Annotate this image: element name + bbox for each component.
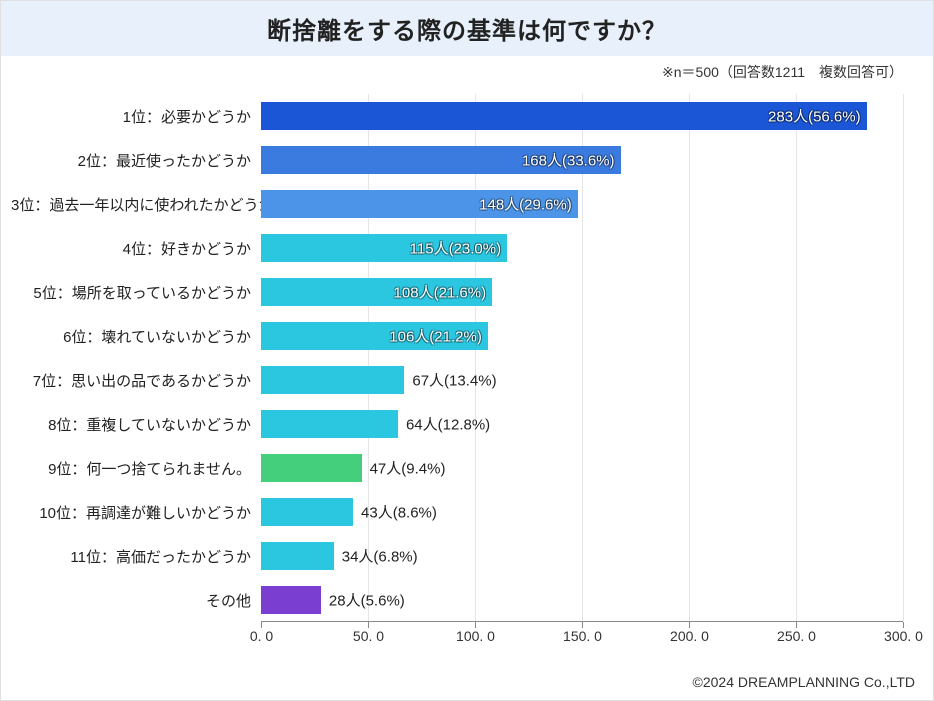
bar-category-label: 1位：必要かどうか <box>11 106 261 127</box>
bar-category-label: 2位：最近使ったかどうか <box>11 150 261 171</box>
bar: 67人(13.4%) <box>261 366 404 394</box>
bar-category-label: その他 <box>11 590 261 611</box>
chart-title: 断捨離をする際の基準は何ですか？ <box>1 11 933 46</box>
bar-category-label: 10位：再調達が難しいかどうか <box>11 502 261 523</box>
x-tick-label: 0. 0 <box>250 628 273 644</box>
x-tick-label: 250. 0 <box>777 628 816 644</box>
bar-value-label: 34人(6.8%) <box>334 546 418 567</box>
bar-row: 10位：再調達が難しいかどうか43人(8.6%) <box>261 490 903 534</box>
x-tick-label: 50. 0 <box>353 628 384 644</box>
bar-value-label: 67人(13.4%) <box>404 370 496 391</box>
bar: 168人(33.6%) <box>261 146 621 174</box>
chart-subtitle: ※n＝500（回答数1211 複数回答可） <box>1 56 933 86</box>
bar-row: その他28人(5.6%) <box>261 578 903 622</box>
gridline <box>903 94 904 621</box>
bar-category-label: 8位：重複していないかどうか <box>11 414 261 435</box>
bar-value-label: 108人(21.6%) <box>394 282 487 303</box>
bar: 108人(21.6%) <box>261 278 492 306</box>
x-tick: 200. 0 <box>689 622 690 628</box>
bar-value-label: 43人(8.6%) <box>353 502 437 523</box>
bar-category-label: 6位：壊れていないかどうか <box>11 326 261 347</box>
chart-title-bar: 断捨離をする際の基準は何ですか？ <box>1 1 933 56</box>
bar-value-label: 283人(56.6%) <box>768 106 861 127</box>
bar: 64人(12.8%) <box>261 410 398 438</box>
x-tick: 300. 0 <box>903 622 904 628</box>
x-tick-label: 150. 0 <box>563 628 602 644</box>
bar: 47人(9.4%) <box>261 454 362 482</box>
x-tick-label: 100. 0 <box>456 628 495 644</box>
bar-value-label: 28人(5.6%) <box>321 590 405 611</box>
x-tick: 100. 0 <box>475 622 476 628</box>
bar-value-label: 47人(9.4%) <box>362 458 446 479</box>
bar-row: 4位：好きかどうか115人(23.0%) <box>261 226 903 270</box>
bar: 148人(29.6%) <box>261 190 578 218</box>
bar-row: 9位：何一つ捨てられません。47人(9.4%) <box>261 446 903 490</box>
bar-value-label: 115人(23.0%) <box>410 238 501 259</box>
bar-row: 2位：最近使ったかどうか168人(33.6%) <box>261 138 903 182</box>
bar-row: 6位：壊れていないかどうか106人(21.2%) <box>261 314 903 358</box>
bar-category-label: 11位：高価だったかどうか <box>11 546 261 567</box>
bar: 43人(8.6%) <box>261 498 353 526</box>
x-tick: 0. 0 <box>261 622 262 628</box>
x-tick: 250. 0 <box>796 622 797 628</box>
bar-category-label: 5位：場所を取っているかどうか <box>11 282 261 303</box>
bar-value-label: 148人(29.6%) <box>479 194 572 215</box>
bar: 28人(5.6%) <box>261 586 321 614</box>
x-tick-label: 300. 0 <box>884 628 923 644</box>
bar-value-label: 168人(33.6%) <box>522 150 615 171</box>
bar-value-label: 106人(21.2%) <box>389 326 482 347</box>
x-axis: 0. 0 50. 0 100. 0 150. 0 200. 0 250. 0 300. 0 <box>261 622 903 652</box>
bar-category-label: 4位：好きかどうか <box>11 238 261 259</box>
bar: 283人(56.6%) <box>261 102 867 130</box>
bar-category-label: 7位：思い出の品であるかどうか <box>11 370 261 391</box>
bar-category-label: 9位：何一つ捨てられません。 <box>11 458 261 479</box>
bar-row: 1位：必要かどうか283人(56.6%) <box>261 94 903 138</box>
chart-area: 1位：必要かどうか283人(56.6%)2位：最近使ったかどうか168人(33.… <box>1 86 933 652</box>
bar-row: 8位：重複していないかどうか64人(12.8%) <box>261 402 903 446</box>
bar-row: 11位：高価だったかどうか34人(6.8%) <box>261 534 903 578</box>
x-tick: 150. 0 <box>582 622 583 628</box>
copyright: ©2024 DREAMPLANNING Co.,LTD <box>693 674 915 690</box>
bar-row: 5位：場所を取っているかどうか108人(21.6%) <box>261 270 903 314</box>
x-tick: 50. 0 <box>368 622 369 628</box>
bar: 106人(21.2%) <box>261 322 488 350</box>
bar-category-label: 3位：過去一年以内に使われたかどうか <box>11 194 261 215</box>
bar-row: 3位：過去一年以内に使われたかどうか148人(29.6%) <box>261 182 903 226</box>
bar-value-label: 64人(12.8%) <box>398 414 490 435</box>
bar: 34人(6.8%) <box>261 542 334 570</box>
bar-row: 7位：思い出の品であるかどうか67人(13.4%) <box>261 358 903 402</box>
chart-plot: 1位：必要かどうか283人(56.6%)2位：最近使ったかどうか168人(33.… <box>261 94 903 622</box>
x-tick-label: 200. 0 <box>670 628 709 644</box>
bar: 115人(23.0%) <box>261 234 507 262</box>
